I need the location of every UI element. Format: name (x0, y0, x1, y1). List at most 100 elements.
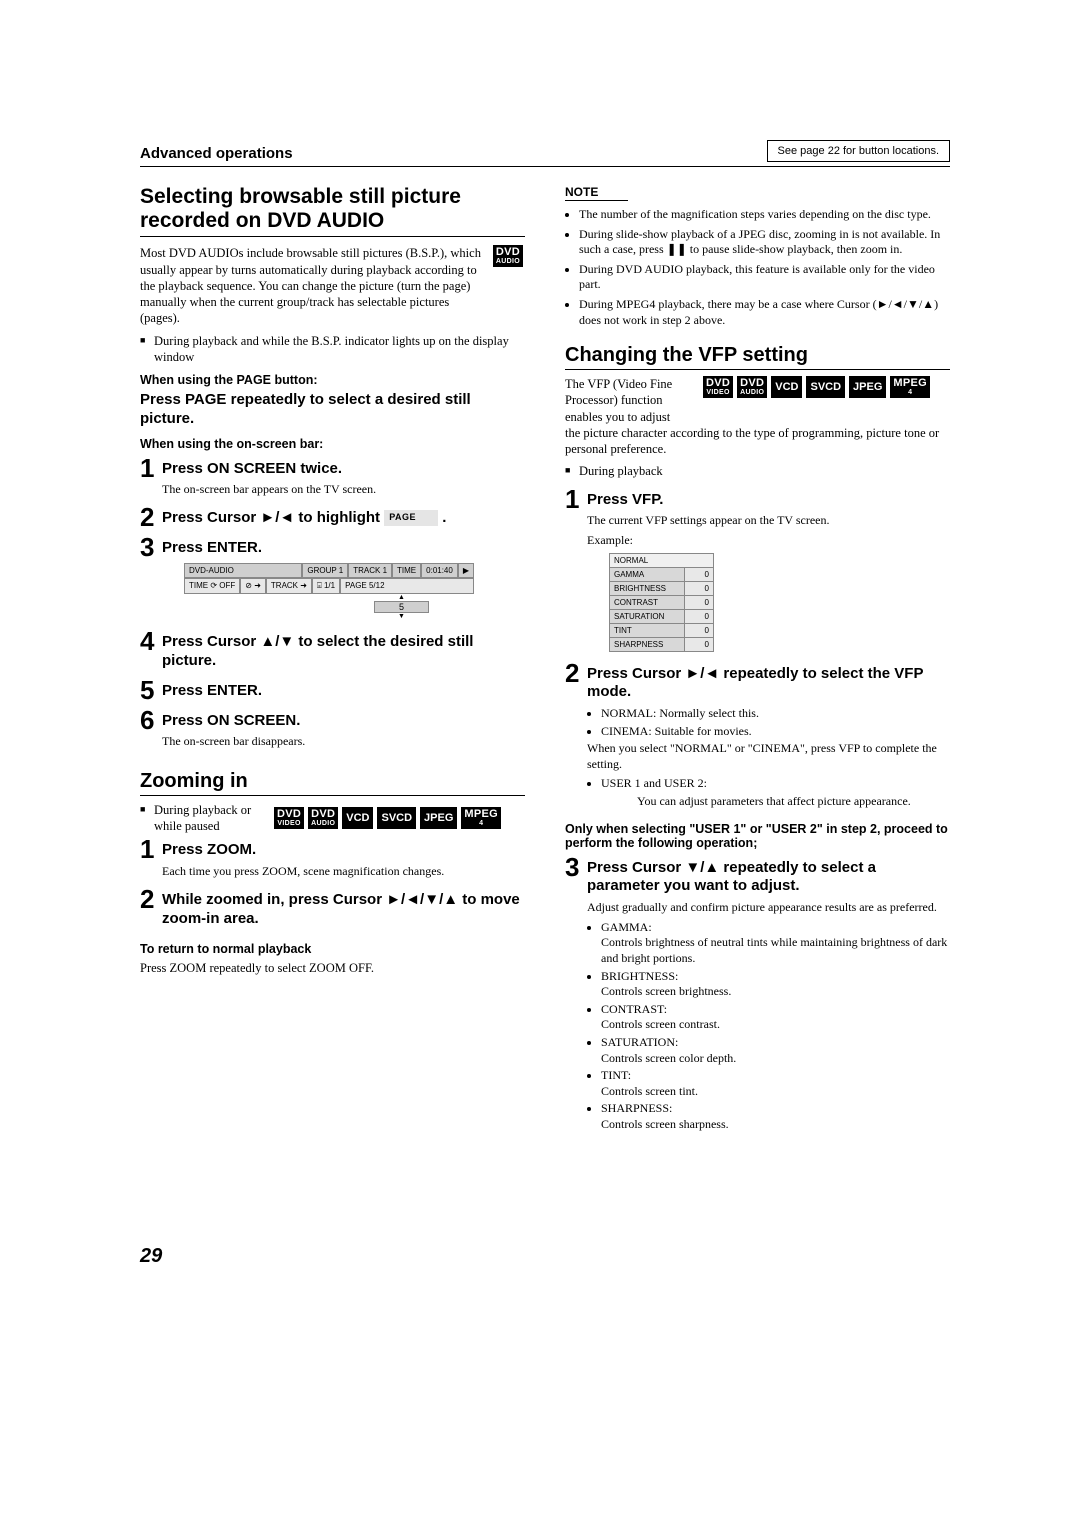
vfp-user-list: USER 1 and USER 2: (587, 776, 950, 792)
step-3: 3 Press ENTER. DVD-AUDIO GROUP 1 TRACK 1… (140, 534, 525, 627)
param-desc: Controls brightness of neutral tints whi… (601, 935, 950, 966)
return-heading: To return to normal playback (140, 942, 525, 956)
zoom-step-1: 1 Press ZOOM. Each time you press ZOOM, … (140, 836, 525, 883)
step-post: . (442, 509, 446, 526)
note-item: The number of the magnification steps va… (579, 207, 950, 223)
param-desc: Controls screen brightness. (601, 984, 950, 1000)
note-item: During DVD AUDIO playback, this feature … (579, 262, 950, 293)
param-item: SATURATION:Controls screen color depth. (601, 1035, 950, 1066)
button-locations-note: See page 22 for button locations. (767, 140, 950, 162)
step-title: Press ON SCREEN twice. (162, 460, 525, 479)
param-item: SHARPNESS:Controls screen sharpness. (601, 1101, 950, 1132)
step-title: Press Cursor ►/◄ to highlight PAGE . (162, 509, 525, 528)
vfp-intro-row: The VFP (Video Fine Processor) function … (565, 376, 950, 425)
vfp-intro-tail: the picture character according to the t… (565, 425, 950, 458)
vfp-row: BRIGHTNESS0 (609, 582, 714, 596)
notes-list: The number of the magnification steps va… (565, 207, 950, 328)
osd-cell: ⌻ 1/1 (312, 578, 340, 594)
step-num: 1 (565, 486, 587, 512)
vfp-step-2: 2 Press Cursor ►/◄ repeatedly to select … (565, 660, 950, 814)
page-badge: PAGE (384, 510, 438, 525)
header-row: Advanced operations See page 22 for butt… (140, 140, 950, 167)
step-num: 3 (140, 534, 162, 560)
param-key: CONTRAST: (601, 1002, 950, 1018)
step-num: 2 (140, 504, 162, 530)
step-num: 4 (140, 628, 162, 654)
format-badge: SVCD (377, 807, 416, 829)
param-desc: Controls screen color depth. (601, 1051, 950, 1067)
format-badge: DVDAUDIO (308, 807, 338, 829)
osd-cell: ⊘ ➜ (240, 578, 266, 594)
step-sub: The on-screen bar appears on the TV scre… (162, 482, 525, 498)
vfp-value: 0 (685, 582, 714, 596)
left-column: Selecting browsable still picture record… (140, 185, 525, 1134)
format-badge: VCD (771, 376, 802, 398)
badge-row: DVDVIDEODVDAUDIOVCDSVCDJPEGMPEG4 (703, 376, 932, 398)
step-title: Press Cursor ▲/▼ to select the desired s… (162, 633, 525, 671)
dvd-audio-badge: DVD AUDIO (493, 245, 523, 267)
step-sub: Adjust gradually and confirm picture app… (587, 900, 950, 916)
step-title: Press Cursor ►/◄ repeatedly to select th… (587, 665, 950, 703)
step-num: 2 (565, 660, 587, 686)
step-title: Press ON SCREEN. (162, 712, 525, 731)
vfp-value: 0 (685, 610, 714, 624)
osd-picker: ▲ 5 ▼ (374, 594, 429, 620)
badge-top: DVD (493, 245, 523, 258)
vfp-param: BRIGHTNESS (609, 582, 685, 596)
vfp-step-1: 1 Press VFP. The current VFP settings ap… (565, 486, 950, 658)
param-key: GAMMA: (601, 920, 950, 936)
vfp-row: SATURATION0 (609, 610, 714, 624)
vfp-param: SHARPNESS (609, 638, 685, 652)
osd-bar: DVD-AUDIO GROUP 1 TRACK 1 TIME 0:01:40 ▶… (184, 563, 474, 620)
osd-cell: TRACK 1 (348, 563, 392, 578)
vfp-row: SHARPNESS0 (609, 638, 714, 652)
step-sub: The on-screen bar disappears. (162, 734, 525, 750)
step-sub: The current VFP settings appear on the T… (587, 513, 950, 529)
step-5: 5 Press ENTER. (140, 677, 525, 705)
osd-cell: PAGE 5/12 (340, 578, 474, 594)
heading-bsp: Selecting browsable still picture record… (140, 185, 525, 237)
param-desc: Controls screen tint. (601, 1084, 950, 1100)
step-num: 5 (140, 677, 162, 703)
step-num: 1 (140, 836, 162, 862)
list-item: CINEMA: Suitable for movies. (601, 724, 950, 740)
param-item: GAMMA:Controls brightness of neutral tin… (601, 920, 950, 967)
step-1: 1 Press ON SCREEN twice. The on-screen b… (140, 455, 525, 502)
badge-bot: AUDIO (493, 258, 523, 267)
zoom-step-2: 2 While zoomed in, press Cursor ►/◄/▼/▲ … (140, 886, 525, 933)
section-label: Advanced operations (140, 145, 293, 162)
format-badge: MPEG4 (461, 807, 501, 829)
note-heading: NOTE (565, 185, 628, 201)
page-number: 29 (140, 1245, 162, 1268)
param-desc: Controls screen sharpness. (601, 1117, 950, 1133)
format-badge: DVDVIDEO (274, 807, 304, 829)
page: Advanced operations See page 22 for butt… (0, 0, 1080, 1528)
format-badge: SVCD (806, 376, 845, 398)
vfp-param: CONTRAST (609, 596, 685, 610)
list-item: NORMAL: Normally select this. (601, 706, 950, 722)
up-arrow-icon: ▲ (374, 594, 429, 601)
when-page: When using the PAGE button: (140, 373, 525, 387)
return-body: Press ZOOM repeatedly to select ZOOM OFF… (140, 960, 525, 976)
osd-cell: TIME (392, 563, 421, 578)
only-when: Only when selecting "USER 1" or "USER 2"… (565, 822, 950, 850)
v2-after1: When you select "NORMAL" or "CINEMA", pr… (587, 741, 950, 772)
columns: Selecting browsable still picture record… (140, 185, 950, 1134)
step-title: While zoomed in, press Cursor ►/◄/▼/▲ to… (162, 891, 525, 929)
osd-cell: 0:01:40 (421, 563, 458, 578)
step-num: 6 (140, 707, 162, 733)
intro-row: Most DVD AUDIOs include browsable still … (140, 245, 525, 326)
zoom-context-row: During playback or while paused DVDVIDEO… (140, 802, 525, 835)
osd-cell: DVD-AUDIO (184, 563, 302, 578)
inst-page: Press PAGE repeatedly to select a desire… (140, 391, 525, 429)
vfp-param: GAMMA (609, 568, 685, 582)
vfp-row: CONTRAST0 (609, 596, 714, 610)
osd-cell: TIME ⟳ OFF (184, 578, 240, 594)
osd-row1: DVD-AUDIO GROUP 1 TRACK 1 TIME 0:01:40 ▶ (184, 563, 474, 578)
osd-cell: TRACK ➜ (266, 578, 312, 594)
param-list: GAMMA:Controls brightness of neutral tin… (587, 920, 950, 1133)
intro-text: Most DVD AUDIOs include browsable still … (140, 245, 483, 326)
osd-cell: ▶ (458, 563, 474, 578)
step-title: Press Cursor ▼/▲ repeatedly to select a … (587, 859, 950, 897)
v2-after2: You can adjust parameters that affect pi… (637, 794, 950, 810)
